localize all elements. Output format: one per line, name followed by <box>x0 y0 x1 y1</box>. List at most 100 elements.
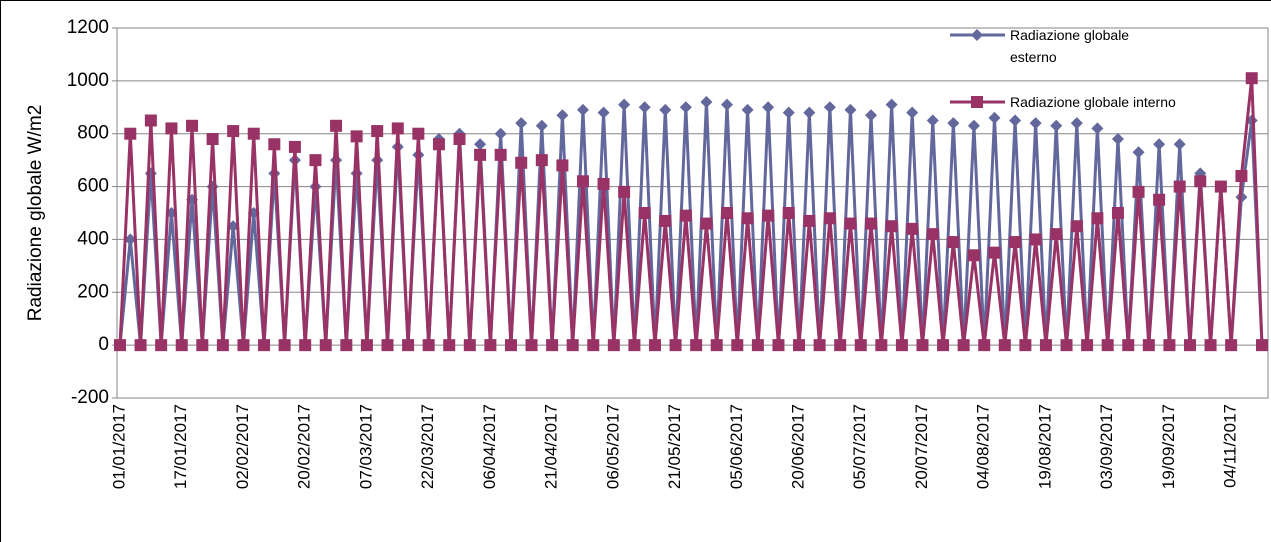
marker <box>144 114 157 127</box>
marker <box>823 101 836 114</box>
marker <box>278 339 291 352</box>
marker <box>1173 180 1186 193</box>
marker <box>227 125 240 138</box>
y-tick-label: 200 <box>77 281 109 302</box>
marker <box>854 339 867 352</box>
marker <box>762 101 775 114</box>
marker <box>1153 138 1166 151</box>
marker <box>299 339 312 352</box>
marker <box>772 339 785 352</box>
marker <box>494 127 507 140</box>
y-tick-label: 600 <box>77 176 109 197</box>
x-tick-label: 19/09/2017 <box>1159 404 1178 489</box>
marker <box>679 209 692 222</box>
marker <box>813 339 826 352</box>
marker <box>957 339 970 352</box>
marker <box>1060 339 1073 352</box>
marker <box>988 111 1001 124</box>
marker <box>474 138 487 151</box>
marker <box>1050 119 1063 132</box>
marker <box>175 339 188 352</box>
marker <box>268 138 281 151</box>
marker <box>186 119 199 132</box>
x-tick-label: 21/04/2017 <box>542 404 561 489</box>
marker <box>196 339 209 352</box>
marker <box>515 156 528 169</box>
marker <box>484 339 497 352</box>
legend-label: Radiazione globale interno <box>1010 94 1176 110</box>
marker <box>628 339 641 352</box>
marker <box>1122 339 1135 352</box>
marker <box>546 339 559 352</box>
x-tick-label: 05/06/2017 <box>727 404 746 489</box>
plot-border <box>116 27 1269 399</box>
marker <box>432 138 445 151</box>
marker <box>360 339 373 352</box>
marker <box>700 96 713 108</box>
marker <box>114 339 126 352</box>
series-line <box>118 76 1264 347</box>
marker <box>865 109 878 122</box>
y-tick-label: 400 <box>77 228 109 249</box>
x-tick-label: 05/07/2017 <box>850 404 869 489</box>
marker <box>607 339 620 352</box>
marker <box>1245 72 1258 85</box>
x-tick-label: 20/07/2017 <box>912 404 931 489</box>
marker <box>1091 212 1104 225</box>
marker <box>803 214 816 227</box>
marker <box>793 339 806 352</box>
x-tick-label: 01/01/2017 <box>109 404 128 489</box>
marker <box>134 339 147 352</box>
marker <box>659 103 672 116</box>
marker <box>1173 138 1186 151</box>
marker <box>494 148 507 161</box>
marker <box>947 117 960 130</box>
marker <box>618 98 631 111</box>
marker <box>1132 185 1145 198</box>
marker <box>412 127 425 140</box>
marker <box>721 98 734 111</box>
x-tick-label: 06/05/2017 <box>603 404 622 489</box>
marker <box>330 119 343 132</box>
marker <box>597 106 610 119</box>
legend-marker <box>971 29 983 41</box>
marker <box>669 339 682 352</box>
marker <box>1029 233 1042 246</box>
marker <box>998 339 1011 352</box>
marker <box>885 98 898 111</box>
marker <box>967 119 980 132</box>
marker <box>319 339 332 352</box>
marker <box>576 103 589 116</box>
marker <box>679 101 692 114</box>
marker <box>1091 122 1104 135</box>
marker <box>731 339 744 352</box>
marker <box>402 339 415 352</box>
marker <box>721 207 734 219</box>
y-tick-label: -200 <box>71 387 109 408</box>
marker <box>875 339 888 352</box>
marker <box>1009 236 1022 249</box>
marker <box>525 339 538 352</box>
marker <box>515 117 528 130</box>
marker <box>587 339 600 352</box>
marker <box>1111 207 1124 219</box>
x-tick-label: 03/09/2017 <box>1097 404 1116 489</box>
marker <box>556 159 569 172</box>
marker <box>1029 117 1042 130</box>
marker <box>206 180 219 193</box>
marker <box>978 339 991 352</box>
marker <box>638 207 651 219</box>
marker <box>1204 339 1217 352</box>
marker <box>1050 228 1063 241</box>
marker <box>710 339 723 352</box>
marker <box>762 209 775 222</box>
marker <box>823 212 836 225</box>
marker <box>659 214 672 227</box>
marker <box>422 339 435 352</box>
marker <box>463 339 476 352</box>
marker <box>391 122 404 135</box>
x-tick-label: 02/02/2017 <box>233 404 252 489</box>
marker <box>690 339 703 352</box>
